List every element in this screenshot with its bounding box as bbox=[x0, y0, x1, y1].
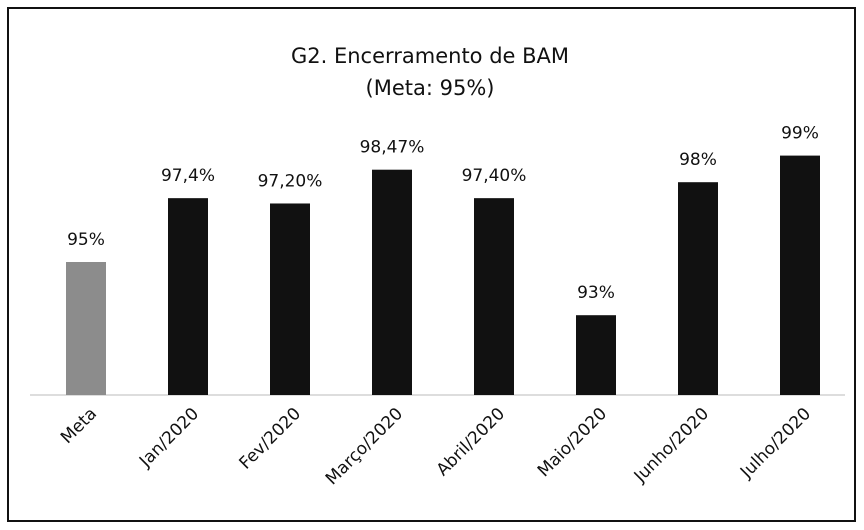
data-label: 98,47% bbox=[360, 138, 425, 158]
data-label: 99% bbox=[781, 124, 819, 144]
bar bbox=[678, 182, 718, 395]
bar bbox=[270, 203, 310, 395]
data-label: 93% bbox=[577, 283, 615, 303]
bar bbox=[372, 169, 412, 395]
data-label: 97,40% bbox=[462, 166, 527, 186]
data-label: 95% bbox=[67, 230, 105, 250]
bar bbox=[780, 155, 820, 395]
data-label: 98% bbox=[679, 150, 717, 170]
chart-subtitle: (Meta: 95%) bbox=[366, 76, 495, 100]
data-label: 97,4% bbox=[161, 166, 215, 186]
data-label: 97,20% bbox=[258, 171, 323, 191]
bar bbox=[576, 315, 616, 395]
bar bbox=[168, 198, 208, 395]
chart-title: G2. Encerramento de BAM bbox=[291, 44, 569, 68]
bar bbox=[474, 198, 514, 395]
bar bbox=[66, 262, 106, 395]
